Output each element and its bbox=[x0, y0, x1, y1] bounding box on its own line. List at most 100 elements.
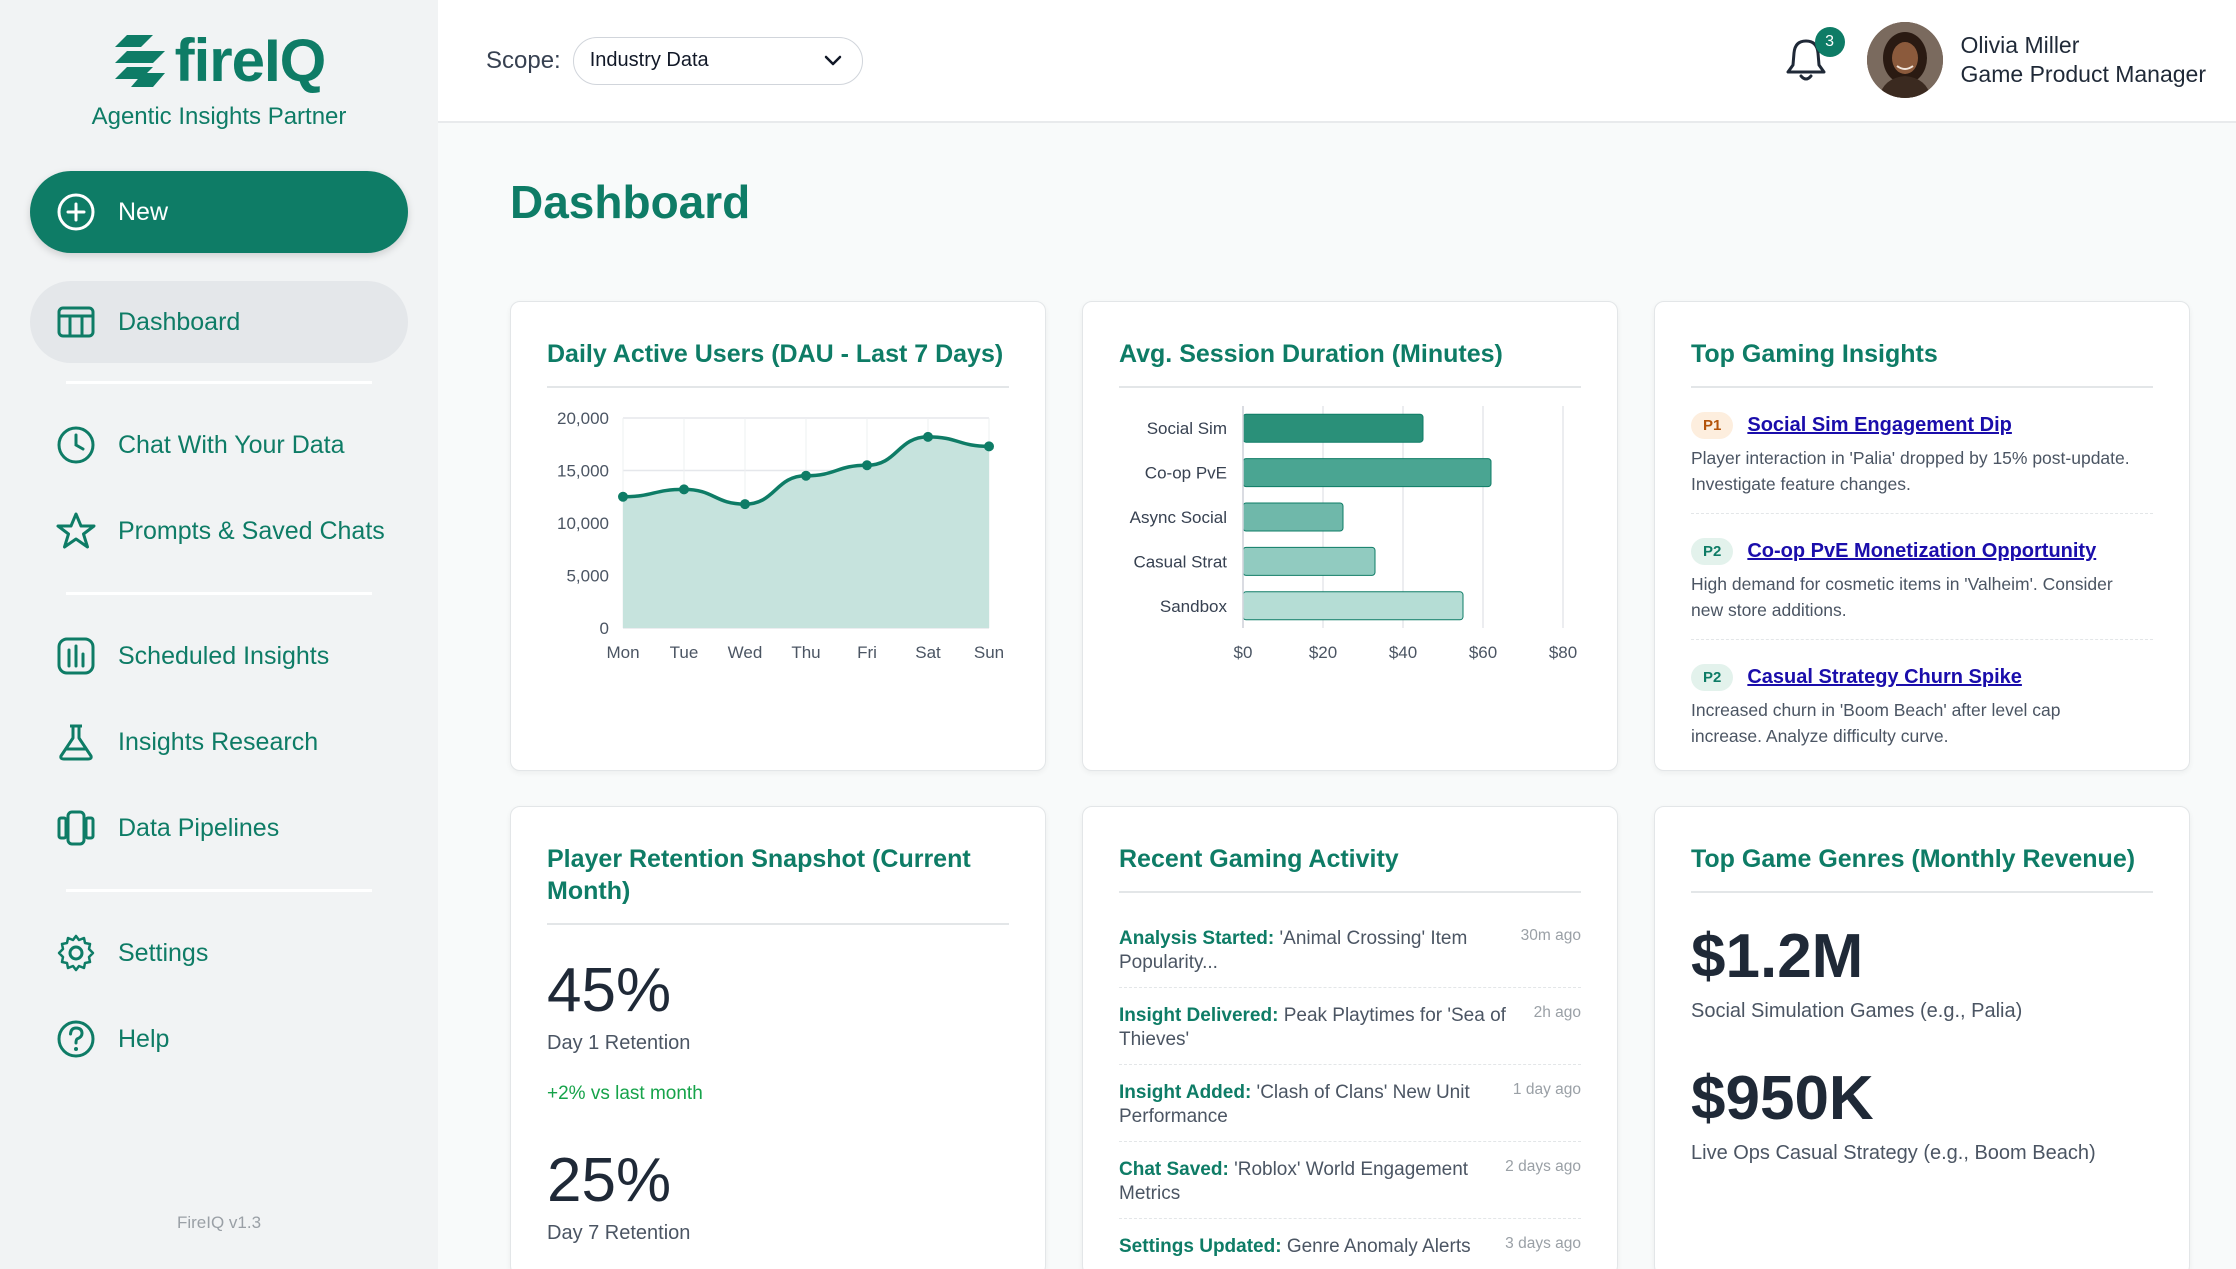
sidebar-item-label: Help bbox=[118, 1024, 170, 1053]
user-area: 3 Olivia Miller Game Product Manager bbox=[1781, 22, 2206, 98]
nav-divider bbox=[66, 381, 372, 384]
sidebar-item-dashboard[interactable]: Dashboard bbox=[30, 281, 408, 363]
sidebar-item-label: Settings bbox=[118, 938, 209, 967]
activity-card: Recent Gaming Activity Analysis Started:… bbox=[1082, 806, 1618, 1269]
card-title: Daily Active Users (DAU - Last 7 Days) bbox=[547, 338, 1009, 388]
insight-desc-line: Investigate feature changes. bbox=[1691, 474, 1911, 494]
dau-point bbox=[740, 499, 750, 510]
activity-text: Chat Saved: 'Roblox' World Engagement Me… bbox=[1119, 1158, 1497, 1206]
x-tick-label: Wed bbox=[728, 643, 763, 662]
x-tick-label: Tue bbox=[670, 643, 699, 662]
card-title-line: Player Retention Snapshot (Current bbox=[547, 845, 971, 873]
clock-icon bbox=[57, 426, 95, 464]
y-tick-label: Async Social bbox=[1130, 508, 1227, 527]
activity-detail: Peak Playtimes for 'Sea of Thieves' bbox=[1119, 1005, 1506, 1050]
session-bar bbox=[1242, 502, 1344, 532]
sidebar-item-research[interactable]: Insights Research bbox=[30, 699, 408, 785]
session-bar bbox=[1242, 413, 1424, 443]
y-tick-label: Casual Strat bbox=[1133, 552, 1227, 571]
sidebar-item-label: Data Pipelines bbox=[118, 813, 280, 842]
insight-description: High demand for cosmetic items in 'Valhe… bbox=[1691, 571, 2153, 623]
card-title: Top Gaming Insights bbox=[1691, 338, 2153, 388]
activity-item[interactable]: Insight Delivered: Peak Playtimes for 'S… bbox=[1119, 988, 1581, 1065]
brand-name: fireIQ bbox=[174, 27, 327, 94]
dau-point bbox=[984, 441, 994, 452]
activity-kind: Insight Added: bbox=[1119, 1082, 1252, 1103]
sidebar-item-pipelines[interactable]: Data Pipelines bbox=[30, 785, 408, 871]
activity-kind: Analysis Started: bbox=[1119, 928, 1275, 949]
activity-time: 2 days ago bbox=[1505, 1158, 1581, 1175]
sidebar: fireIQ Agentic Insights Partner New bbox=[0, 0, 438, 1269]
insight-description: Increased churn in 'Boom Beach' after le… bbox=[1691, 697, 2153, 749]
dau-point bbox=[618, 491, 628, 502]
d7-retention-label: Day 7 Retention bbox=[547, 1222, 691, 1244]
flask-icon bbox=[59, 724, 93, 761]
x-tick-label: Sun bbox=[974, 643, 1004, 662]
dau-point bbox=[923, 431, 933, 442]
sidebar-item-settings[interactable]: Settings bbox=[30, 910, 408, 996]
pipeline-icon bbox=[57, 810, 95, 846]
avatar[interactable] bbox=[1866, 22, 1943, 98]
new-button[interactable]: New bbox=[30, 171, 408, 253]
y-tick-label: 10,000 bbox=[557, 514, 609, 533]
star-icon bbox=[56, 512, 96, 549]
logo[interactable]: fireIQ bbox=[113, 26, 326, 95]
activity-time: 30m ago bbox=[1520, 927, 1581, 944]
notifications-button[interactable]: 3 bbox=[1781, 27, 1845, 85]
scope-select[interactable]: Industry Data bbox=[572, 36, 863, 85]
notification-badge: 3 bbox=[1814, 27, 1845, 57]
card-title-line: Month) bbox=[547, 877, 631, 905]
y-tick-label: 20,000 bbox=[557, 409, 609, 428]
user-info[interactable]: Olivia Miller Game Product Manager bbox=[1961, 31, 2206, 89]
insight-item: P2 Co-op PvE Monetization Opportunity Hi… bbox=[1691, 514, 2153, 640]
insight-desc-line: Increased churn in 'Boom Beach' after le… bbox=[1691, 700, 2061, 720]
chevron-down-icon bbox=[824, 55, 841, 65]
sidebar-item-help[interactable]: Help bbox=[30, 996, 408, 1082]
user-role: Game Product Manager bbox=[1960, 61, 2206, 87]
activity-detail: 'Roblox' World Engagement Metrics bbox=[1119, 1159, 1469, 1204]
scope-label: Scope: bbox=[486, 46, 561, 74]
insight-head: P2 Casual Strategy Churn Spike bbox=[1691, 664, 2153, 691]
insight-link[interactable]: Social Sim Engagement Dip bbox=[1747, 414, 2012, 436]
help-icon bbox=[57, 1020, 95, 1058]
revenue-label: Live Ops Casual Strategy (e.g., Boom Bea… bbox=[1691, 1142, 2096, 1164]
plus-circle-icon bbox=[57, 193, 95, 231]
sidebar-item-label: Chat With Your Data bbox=[118, 430, 345, 459]
activity-kind: Insight Delivered: bbox=[1119, 1005, 1279, 1026]
card-title: Avg. Session Duration (Minutes) bbox=[1119, 338, 1581, 388]
dau-point bbox=[801, 470, 811, 481]
priority-badge: P2 bbox=[1691, 664, 1734, 691]
x-tick-label: Sat bbox=[915, 643, 941, 662]
sidebar-item-chat[interactable]: Chat With Your Data bbox=[30, 402, 408, 488]
topbar: Scope: Industry Data 3 bbox=[438, 0, 2236, 123]
y-tick-label: Co-op PvE bbox=[1145, 464, 1227, 483]
page-title: Dashboard bbox=[510, 176, 751, 228]
avatar-image bbox=[1866, 22, 1943, 98]
retention-card: Player Retention Snapshot (Current Month… bbox=[510, 806, 1046, 1269]
activity-item[interactable]: Analysis Started: 'Animal Crossing' Item… bbox=[1119, 911, 1581, 988]
activity-time: 2h ago bbox=[1533, 1004, 1581, 1021]
activity-text: Insight Added: 'Clash of Clans' New Unit… bbox=[1119, 1081, 1505, 1129]
dau-chart: 20,000 15,000 10,000 5,000 0 Mon Tue Wed Thu Fri S… bbox=[557, 409, 1004, 662]
session-chart: $0 $20 $40 $60 $80 Social Sim Co-op PvE Async S… bbox=[1130, 406, 1577, 662]
activity-kind: Settings Updated: bbox=[1119, 1236, 1282, 1257]
activity-detail: Genre Anomaly Alerts bbox=[1281, 1236, 1471, 1257]
activity-item[interactable]: Insight Added: 'Clash of Clans' New Unit… bbox=[1119, 1065, 1581, 1142]
dau-point bbox=[679, 484, 689, 495]
insight-description: Player interaction in 'Palia' dropped by… bbox=[1691, 445, 2153, 497]
sidebar-item-label: Insights Research bbox=[118, 727, 319, 756]
session-bar bbox=[1242, 591, 1464, 621]
sidebar-item-prompts[interactable]: Prompts & Saved Chats bbox=[30, 488, 408, 574]
insight-desc-line: High demand for cosmetic items in 'Valhe… bbox=[1691, 574, 2113, 594]
activity-item[interactable]: Settings Updated: Genre Anomaly Alerts 3… bbox=[1119, 1219, 1581, 1269]
insight-link[interactable]: Co-op PvE Monetization Opportunity bbox=[1747, 540, 2097, 562]
activity-time: 1 day ago bbox=[1512, 1081, 1581, 1098]
insight-link[interactable]: Casual Strategy Churn Spike bbox=[1747, 666, 2022, 688]
activity-item[interactable]: Chat Saved: 'Roblox' World Engagement Me… bbox=[1119, 1142, 1581, 1219]
card-title: Recent Gaming Activity bbox=[1119, 843, 1581, 893]
x-tick-label: $80 bbox=[1549, 643, 1577, 662]
d1-retention-value: 45% bbox=[547, 956, 672, 1025]
card-title: Player Retention Snapshot (Current Month… bbox=[547, 843, 1009, 925]
sidebar-item-scheduled[interactable]: Scheduled Insights bbox=[30, 613, 408, 699]
